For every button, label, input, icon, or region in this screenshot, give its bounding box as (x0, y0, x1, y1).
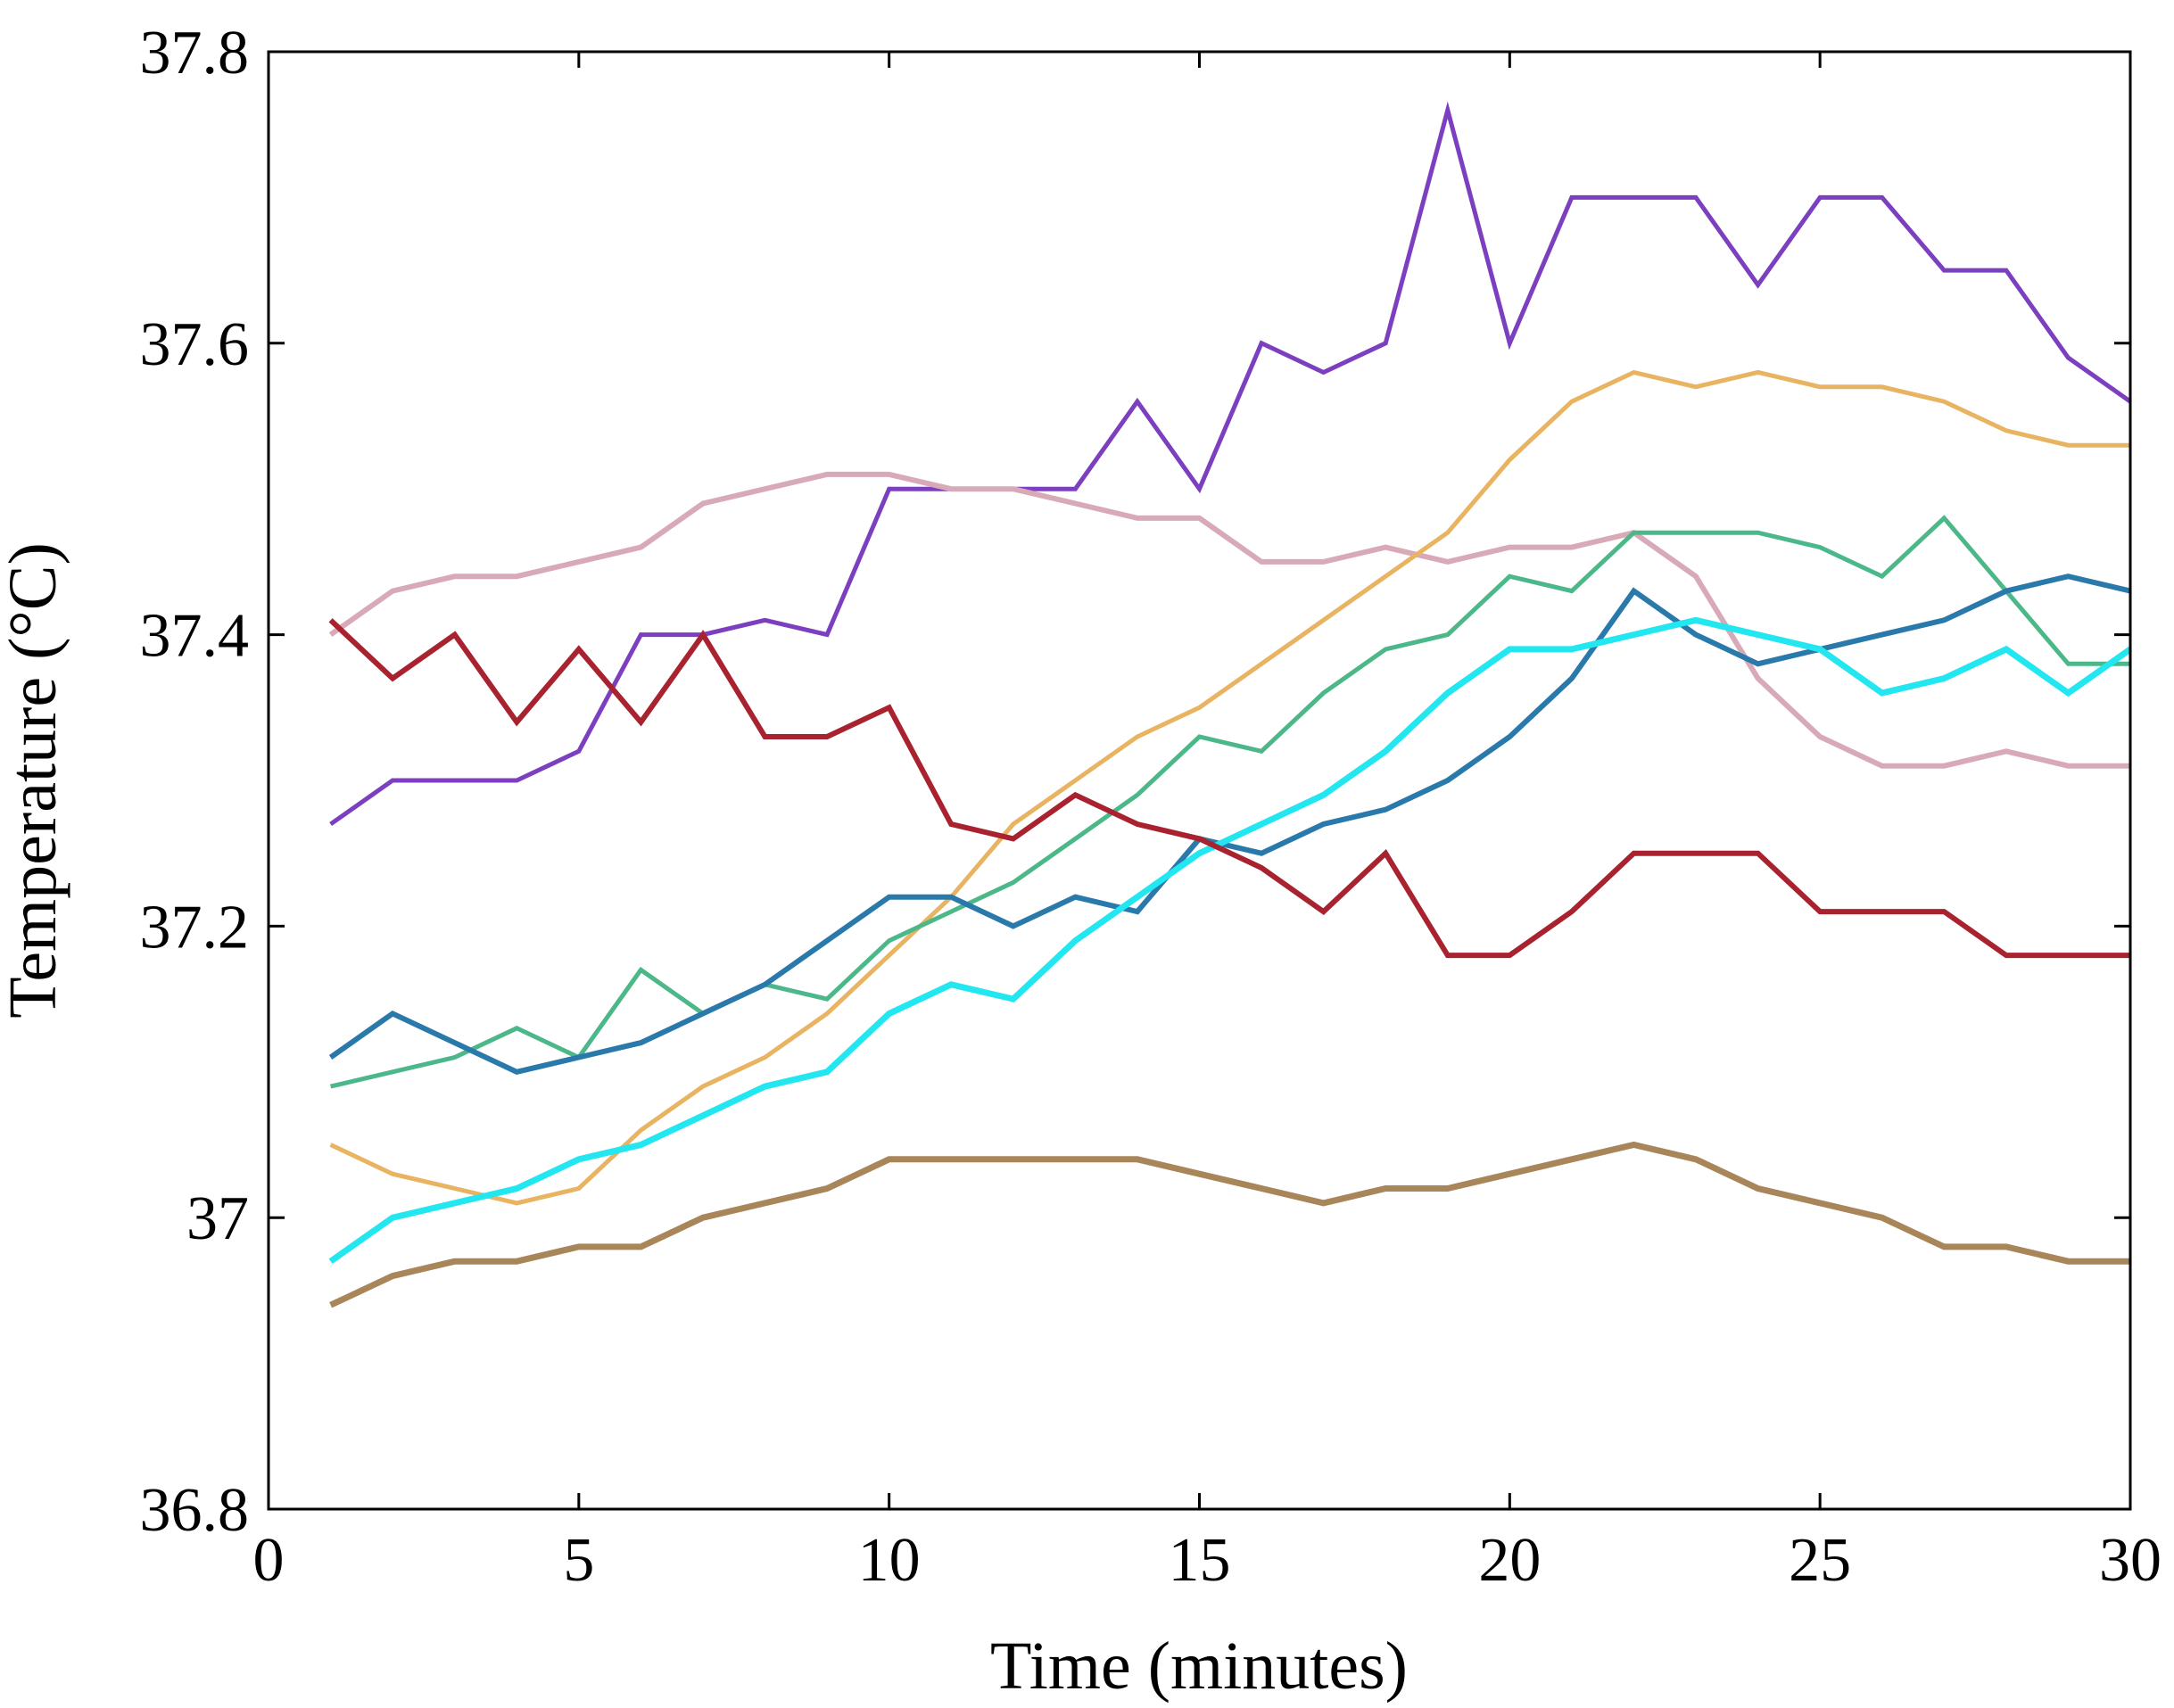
x-tick-label-25: 25 (1789, 1526, 1851, 1595)
series-line-brown (329, 1141, 2130, 1308)
y-axis-label: Temperature (°C) (0, 542, 70, 1019)
plot-frame (267, 50, 2132, 1511)
labels-layer: 0 5 10 15 20 25 30 36.8 37 37.2 37.4 37.6 37.8 (140, 19, 2162, 1595)
x-tick-label-30: 30 (2099, 1526, 2162, 1595)
series-line-cyan (328, 616, 2133, 1265)
y-tick-label-37.4: 37.4 (140, 602, 250, 671)
y-tick-label-37: 37 (186, 1184, 249, 1253)
series-line-green (330, 515, 2130, 1089)
x-tick-label-5: 5 (563, 1526, 594, 1595)
series-line-purple (329, 101, 2132, 827)
x-tick-label-0: 0 (253, 1526, 285, 1595)
series-line-blue (328, 573, 2131, 1075)
y-tick-label-37.8: 37.8 (140, 19, 250, 87)
series-line-orange (329, 369, 2130, 1206)
x-tick-label-10: 10 (858, 1526, 921, 1595)
x-axis-label: Time (minutes) (990, 1629, 1408, 1704)
series-line-pink (328, 471, 2130, 769)
y-tick-label-36.8: 36.8 (140, 1476, 250, 1545)
series-layer (328, 101, 2133, 1308)
y-tick-label-37.2: 37.2 (140, 893, 250, 961)
y-tick-label-37.6: 37.6 (140, 310, 250, 379)
x-tick-label-15: 15 (1169, 1526, 1231, 1595)
series-line-red (328, 618, 2130, 959)
x-tick-label-20: 20 (1478, 1526, 1541, 1595)
